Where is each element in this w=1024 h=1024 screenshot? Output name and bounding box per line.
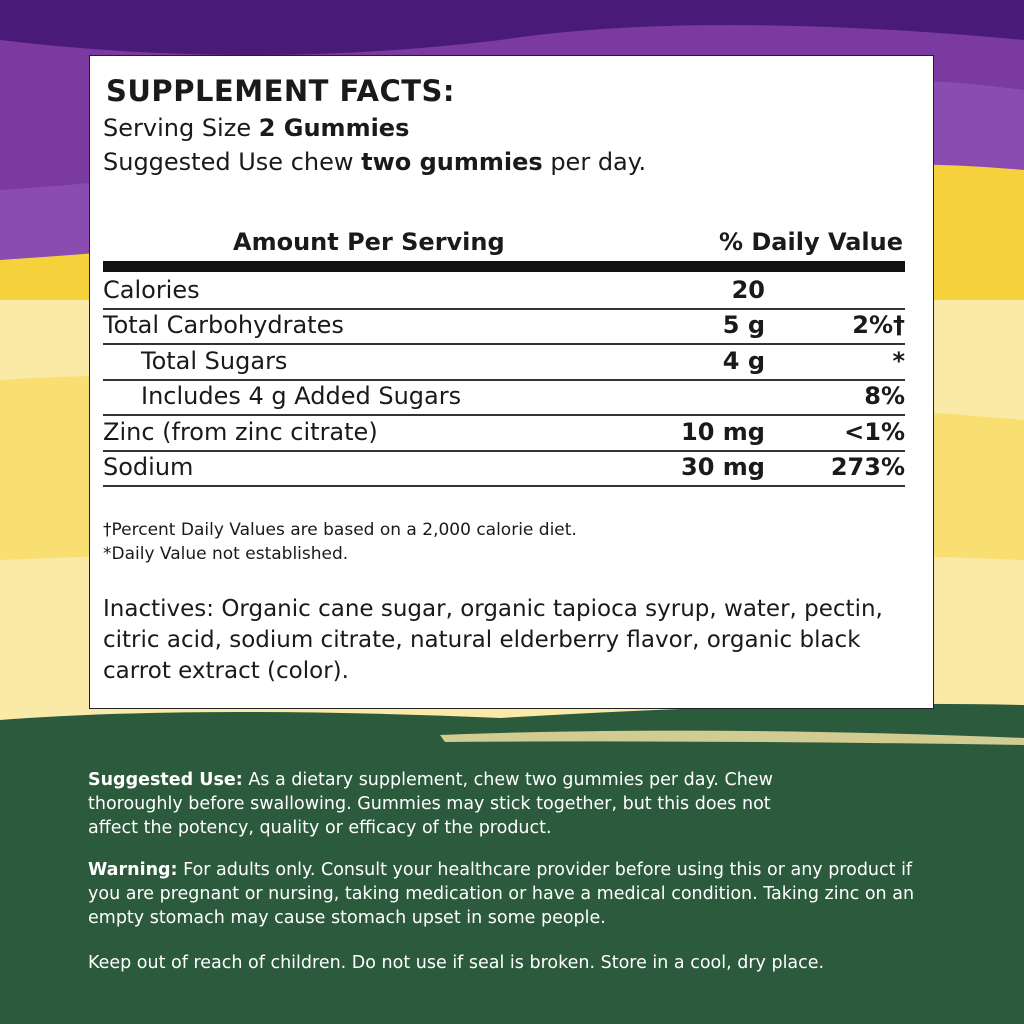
suggested-use-text: As a dietary supplement, chew two gummie… — [88, 770, 773, 838]
suggested-label: Suggested Use chew — [103, 148, 362, 176]
serving-size: Serving Size 2 Gummies — [103, 114, 409, 142]
nutrient-name: Total Sugars — [141, 347, 288, 375]
storage-text: Keep out of reach of children. Do not us… — [88, 953, 825, 973]
suggested-use-paragraph: Suggested Use: As a dietary supplement, … — [88, 768, 808, 840]
footnote-not-established: *Daily Value not established. — [103, 544, 349, 564]
nutrient-dv: * — [892, 347, 905, 375]
nutrient-dv: 2%† — [852, 311, 905, 339]
header-daily-value: % Daily Value — [718, 228, 903, 256]
nutrient-name: Includes 4 g Added Sugars — [141, 382, 462, 410]
nutrient-row: Total Sugars 4 g * — [103, 344, 905, 381]
suggested-use-label: Suggested Use: — [88, 770, 243, 790]
nutrient-row: Includes 4 g Added Sugars 8% — [103, 379, 905, 416]
nutrient-row: Zinc (from zinc citrate) 10 mg <1% — [103, 415, 905, 452]
nutrient-name: Sodium — [103, 453, 194, 481]
nutrient-dv: <1% — [844, 418, 905, 446]
nutrient-amount: 5 g — [722, 311, 765, 339]
nutrient-amount: 4 g — [722, 347, 765, 375]
warning-text: For adults only. Consult your healthcare… — [88, 860, 915, 928]
nutrient-dv: 273% — [830, 453, 905, 481]
nutrient-name: Calories — [103, 276, 200, 304]
supplement-facts-panel: SUPPLEMENT FACTS: Serving Size 2 Gummies… — [89, 55, 934, 709]
serving-size-label: Serving Size — [103, 114, 259, 142]
warning-paragraph: Warning: For adults only. Consult your h… — [88, 858, 948, 930]
nutrient-row: Sodium 30 mg 273% — [103, 450, 905, 487]
serving-size-value: 2 Gummies — [258, 114, 410, 142]
nutrient-row: Calories 20 — [103, 273, 905, 310]
suggested-use-line: Suggested Use chew two gummies per day. — [103, 148, 646, 176]
nutrient-amount: 20 — [731, 276, 765, 304]
suggested-suffix: per day. — [542, 148, 647, 176]
nutrient-amount: 30 mg — [681, 453, 765, 481]
inactives: Inactives: Organic cane sugar, organic t… — [103, 596, 883, 684]
header-amount: Amount Per Serving — [233, 228, 505, 256]
nutrient-name: Total Carbohydrates — [103, 311, 344, 339]
thick-divider — [103, 261, 905, 272]
nutrient-row: Total Carbohydrates 5 g 2%† — [103, 308, 905, 345]
suggested-value: two gummies — [361, 148, 543, 176]
footnote-daily-values: †Percent Daily Values are based on a 2,0… — [103, 520, 577, 540]
warning-label: Warning: — [88, 860, 178, 880]
nutrient-name: Zinc (from zinc citrate) — [103, 418, 378, 446]
nutrient-dv: 8% — [864, 382, 905, 410]
facts-title: SUPPLEMENT FACTS: — [106, 74, 456, 108]
nutrient-amount: 10 mg — [681, 418, 765, 446]
